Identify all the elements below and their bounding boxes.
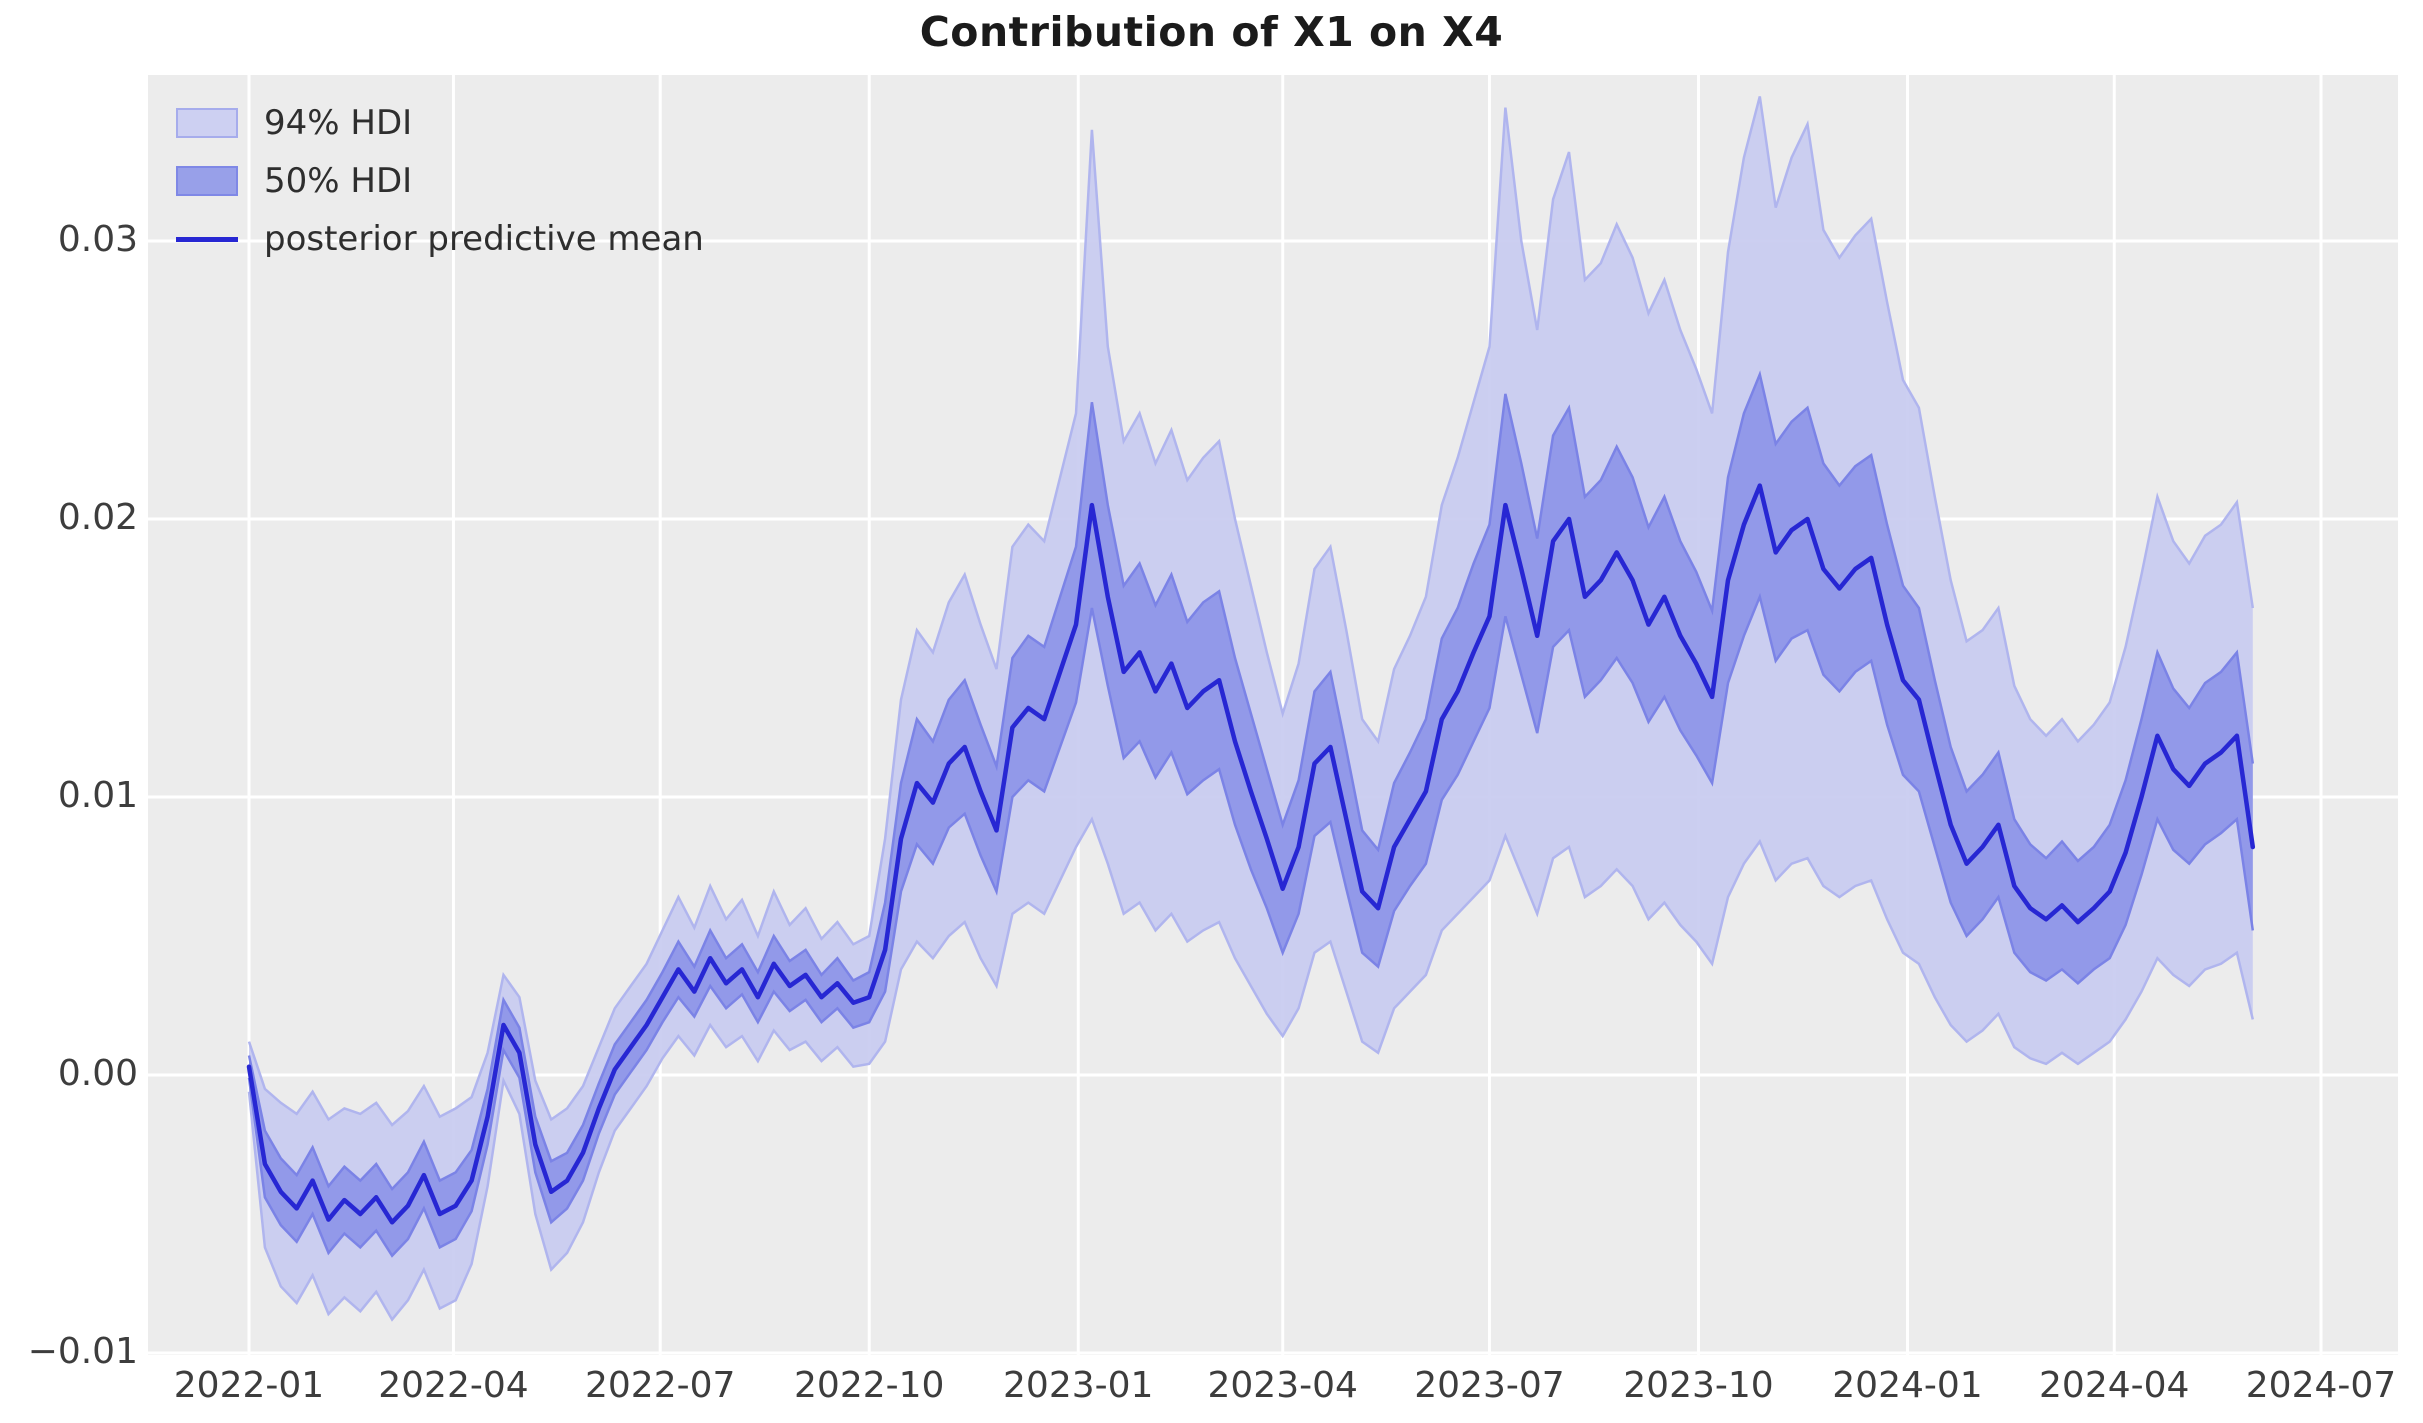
x-tick-label: 2023-01 xyxy=(1003,1365,1154,1406)
mean-line-swatch-icon xyxy=(176,236,238,242)
x-tick-label: 2024-07 xyxy=(2245,1365,2397,1406)
legend-item-mean: posterior predictive mean xyxy=(176,220,704,258)
hdi-94-swatch-icon xyxy=(176,108,238,138)
x-tick-label: 2023-07 xyxy=(1414,1365,1565,1406)
hdi-50-band xyxy=(249,374,2253,1256)
legend-item-94-hdi: 94% HDI xyxy=(176,104,704,142)
y-tick-label: 0.02 xyxy=(57,497,138,538)
y-tick-label: 0.01 xyxy=(57,775,138,816)
legend-label-50-hdi: 50% HDI xyxy=(264,161,413,201)
posterior-mean-line xyxy=(246,483,2256,1225)
legend-label-94-hdi: 94% HDI xyxy=(264,103,413,143)
legend-item-50-hdi: 50% HDI xyxy=(176,162,704,200)
band-lower-edge xyxy=(247,592,2255,1258)
x-tick-label: 2022-04 xyxy=(378,1365,529,1406)
hdi-50-swatch-icon xyxy=(176,166,238,196)
x-tick-label: 2023-04 xyxy=(1207,1365,1358,1406)
x-tick-label: 2024-04 xyxy=(2039,1365,2190,1406)
x-tick-label: 2023-10 xyxy=(1623,1365,1774,1406)
legend-label-mean: posterior predictive mean xyxy=(264,219,704,259)
chart-title: Contribution of X1 on X4 xyxy=(919,8,1504,56)
legend: 94% HDI 50% HDI posterior predictive mea… xyxy=(176,104,704,278)
x-tick-label: 2024-01 xyxy=(1832,1365,1983,1406)
x-tick-label: 2022-07 xyxy=(585,1365,736,1406)
y-tick-label: 0.03 xyxy=(57,219,138,260)
x-tick-label: 2022-01 xyxy=(173,1365,325,1406)
band-lower-edge xyxy=(247,816,2255,1322)
band-upper-edge xyxy=(247,96,2255,1127)
y-tick-label: −0.01 xyxy=(27,1331,138,1372)
x-tick-label: 2022-10 xyxy=(794,1365,945,1406)
band-upper-edge xyxy=(247,370,2255,1192)
y-tick-label: 0.00 xyxy=(57,1053,138,1094)
